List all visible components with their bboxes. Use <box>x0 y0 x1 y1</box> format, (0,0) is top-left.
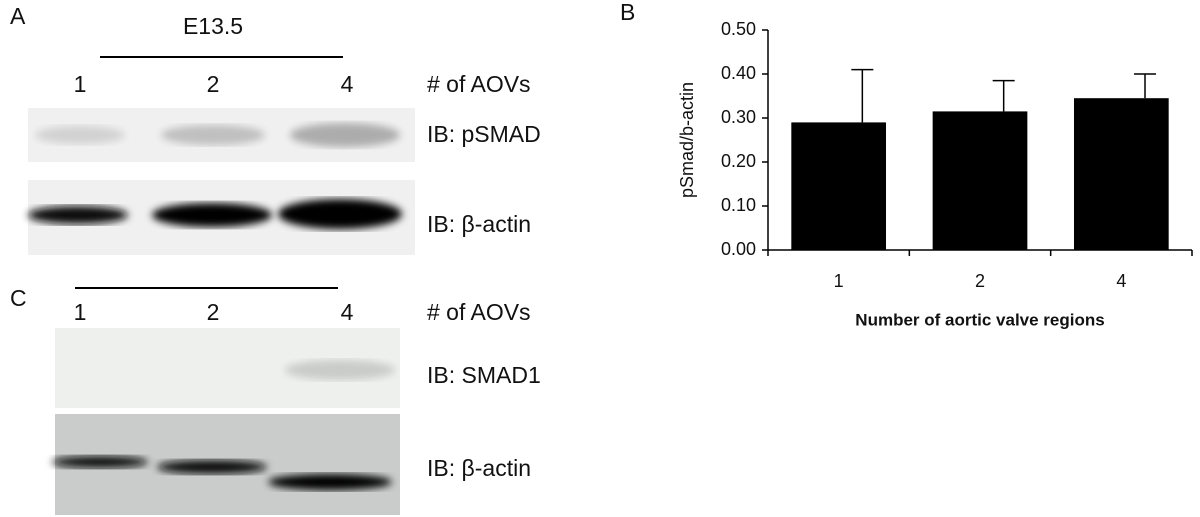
x-axis-title: Number of aortic valve regions <box>855 310 1104 329</box>
x-tick-label: 2 <box>975 271 985 291</box>
band <box>52 456 148 468</box>
lane-label: 2 <box>207 71 220 97</box>
lane-label: 4 <box>341 71 354 97</box>
y-tick-label: 0.00 <box>721 239 756 259</box>
bar <box>1073 98 1169 250</box>
x-tick-label: 4 <box>1116 271 1126 291</box>
blot-label: IB: SMAD1 <box>427 362 541 388</box>
panel-label: C <box>10 285 27 311</box>
band <box>161 125 265 145</box>
y-tick-label: 0.30 <box>721 107 756 127</box>
lane-label: 2 <box>207 299 220 325</box>
lane-title: # of AOVs <box>427 71 531 97</box>
band <box>268 474 392 490</box>
blot-label: IB: β-actin <box>427 455 531 481</box>
band <box>285 360 395 380</box>
band <box>278 199 402 229</box>
y-axis-title: pSmad/b-actin <box>677 82 697 198</box>
band <box>28 206 128 224</box>
blot-label: IB: pSMAD <box>427 121 541 147</box>
stage-label: E13.5 <box>183 13 243 39</box>
blot-label: IB: β-actin <box>427 211 531 237</box>
panel-label: B <box>620 0 635 25</box>
y-tick-label: 0.10 <box>721 195 756 215</box>
bar <box>791 122 887 250</box>
band <box>290 123 400 147</box>
panel-label: A <box>10 3 26 29</box>
lane-title: # of AOVs <box>427 299 531 325</box>
band <box>152 203 272 227</box>
bar <box>932 111 1028 251</box>
band <box>35 126 125 144</box>
x-tick-label: 1 <box>834 271 844 291</box>
lane-label: 4 <box>341 299 354 325</box>
lane-label: 1 <box>74 299 87 325</box>
y-tick-label: 0.40 <box>721 63 756 83</box>
lane-label: 1 <box>74 71 87 97</box>
band <box>157 460 267 474</box>
y-tick-label: 0.20 <box>721 151 756 171</box>
y-tick-label: 0.50 <box>721 19 756 39</box>
